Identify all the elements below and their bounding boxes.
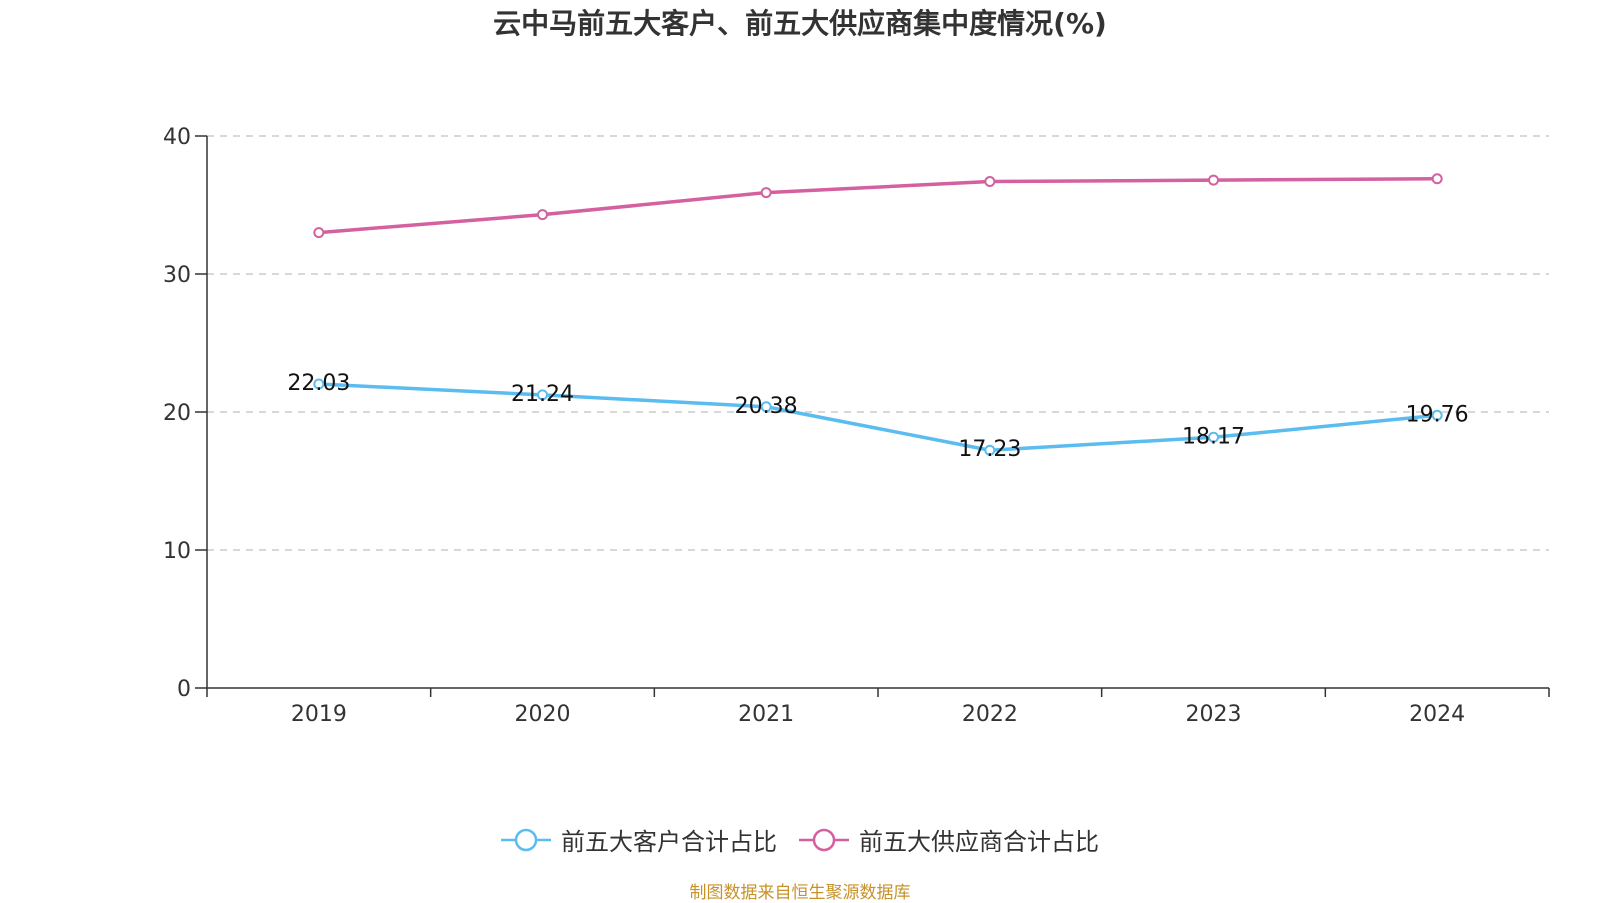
data-point-1-0 — [313, 227, 325, 239]
legend: 前五大客户合计占比 前五大供应商合计占比 — [0, 822, 1600, 857]
legend-label-suppliers: 前五大供应商合计占比 — [859, 828, 1099, 856]
x-tick-label-2024: 2024 — [1409, 702, 1465, 727]
data-point-1-1 — [537, 209, 548, 221]
legend-marker-customers-icon — [501, 828, 551, 851]
axes: 0 10 20 30 40 2019 2020 2021 2022 2023 2024 — [163, 125, 1550, 727]
data-point-0-5 — [1431, 409, 1443, 421]
data-point-0-0 — [313, 378, 325, 390]
legend-label-customers: 前五大客户合计占比 — [561, 828, 777, 856]
grid-lines — [207, 135, 1549, 551]
legend-item-suppliers[interactable]: 前五大供应商合计占比 — [799, 822, 1099, 857]
x-tick-label-2023: 2023 — [1186, 702, 1242, 727]
data-label-0-1: 21.24 — [511, 382, 574, 407]
data-point-0-2 — [760, 401, 772, 413]
y-tick-label: 0 — [177, 677, 191, 702]
data-point-1-4 — [1208, 174, 1219, 186]
data-point-1-3 — [984, 176, 996, 188]
data-point-0-4 — [1208, 431, 1219, 443]
source-note: 制图数据来自恒生聚源数据库 — [689, 883, 911, 903]
x-tick-label-2021: 2021 — [738, 702, 794, 727]
data-point-1-5 — [1431, 173, 1443, 185]
data-point-0-1 — [537, 389, 548, 401]
series-line-1 — [318, 177, 1438, 235]
y-tick-label: 40 — [163, 125, 191, 150]
x-tick-label-2019: 2019 — [291, 702, 347, 727]
y-tick-label: 10 — [163, 539, 191, 564]
data-labels: 22.03 21.24 20.38 17.23 18.17 19.76 — [287, 371, 1468, 462]
data-label-0-0: 22.03 — [287, 371, 350, 396]
x-tick-label-2022: 2022 — [962, 702, 1018, 727]
data-label-0-2: 20.38 — [735, 394, 798, 419]
y-tick-label: 20 — [163, 401, 191, 426]
series-lines — [313, 173, 1443, 456]
legend-item-customers[interactable]: 前五大客户合计占比 — [501, 822, 777, 857]
data-label-0-3: 17.23 — [958, 437, 1021, 462]
legend-marker-suppliers-icon — [799, 828, 849, 851]
x-tick-label-2020: 2020 — [515, 702, 571, 727]
chart-title: 云中马前五大客户、前五大供应商集中度情况(%) — [493, 7, 1107, 40]
series-line-0 — [318, 382, 1438, 452]
data-point-0-3 — [984, 444, 996, 456]
y-tick-label: 30 — [163, 263, 191, 288]
data-label-0-4: 18.17 — [1182, 424, 1245, 449]
data-label-0-5: 19.76 — [1406, 402, 1469, 427]
data-point-1-2 — [760, 187, 772, 199]
